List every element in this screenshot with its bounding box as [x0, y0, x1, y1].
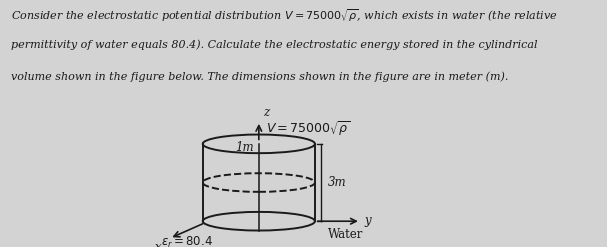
Text: y: y	[365, 214, 371, 227]
Text: permittivity of water equals 80.4). Calculate the electrostatic energy stored in: permittivity of water equals 80.4). Calc…	[11, 40, 537, 50]
Text: 3m: 3m	[328, 176, 346, 189]
Text: x: x	[155, 241, 162, 247]
Text: 1m: 1m	[236, 141, 254, 154]
Text: z: z	[263, 106, 269, 120]
Text: $\varepsilon_r = 80.4$: $\varepsilon_r = 80.4$	[161, 235, 214, 247]
Text: volume shown in the figure below. The dimensions shown in the figure are in mete: volume shown in the figure below. The di…	[11, 72, 508, 82]
Text: Water: Water	[328, 227, 363, 241]
Text: Consider the electrostatic potential distribution $V = 75000\sqrt{\rho}$, which : Consider the electrostatic potential dis…	[11, 7, 558, 24]
Text: $V = 75000\sqrt{\rho}$: $V = 75000\sqrt{\rho}$	[266, 119, 351, 138]
